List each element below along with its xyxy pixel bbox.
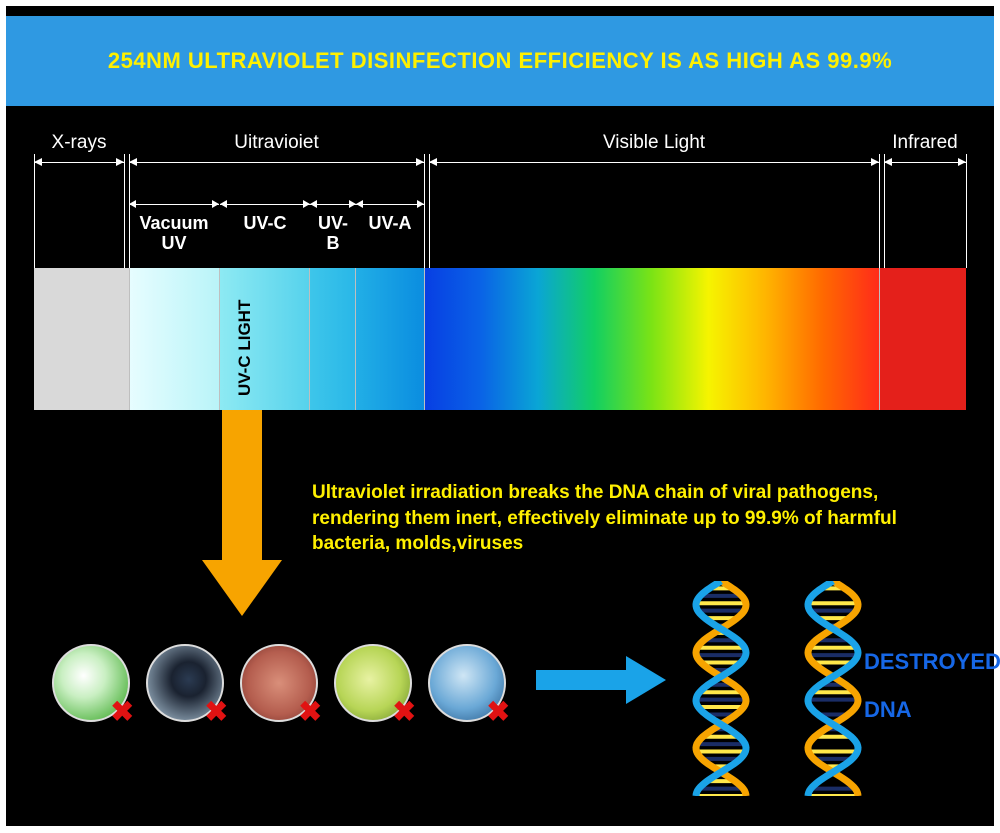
description-text: Ultraviolet irradiation breaks the DNA c… <box>312 480 932 557</box>
spectrum-bar: UV-C LIGHT <box>34 268 966 410</box>
spectrum-top-labels: X-rays Uitravioiet Visible Light Infrared <box>34 128 966 172</box>
arrow-shaft <box>536 670 626 690</box>
spectrum-region-label: Infrared <box>892 132 957 154</box>
spectrum-region-label: X-rays <box>52 132 107 154</box>
spectrum-sub-labels: VacuumUVUV-CUV-BUV-A <box>34 178 966 258</box>
arrow-head-icon <box>202 560 282 616</box>
dna-label-line2: DNA <box>864 686 1000 734</box>
arrow-shaft <box>222 410 262 560</box>
spectrum-segment: UV-C LIGHT <box>219 268 309 410</box>
x-mark-icon: ✖ <box>111 698 134 726</box>
spectrum-segment <box>129 268 219 410</box>
infographic-canvas: 254NM ULTRAVIOLET DISINFECTION EFFICIENC… <box>6 6 994 826</box>
spectrum-region-label: Uitravioiet <box>234 132 318 154</box>
x-mark-icon: ✖ <box>487 698 510 726</box>
dna-helix-icon <box>686 581 756 796</box>
x-mark-icon: ✖ <box>393 698 416 726</box>
pathogen-circle: ✖ <box>428 644 506 722</box>
headline-text: 254NM ULTRAVIOLET DISINFECTION EFFICIENC… <box>108 48 892 74</box>
uvc-light-label: UV-C LIGHT <box>235 300 255 396</box>
spectrum-segment <box>34 268 129 410</box>
pathogen-row: ✖✖✖✖✖ <box>52 644 506 722</box>
pathogen-circle: ✖ <box>52 644 130 722</box>
uv-subband-label: UV-B <box>310 214 356 254</box>
spectrum-region-label: Visible Light <box>603 132 705 154</box>
spectrum-segment <box>424 268 879 410</box>
uv-subband-label: UV-A <box>356 214 424 234</box>
pathogen-circle: ✖ <box>146 644 224 722</box>
dna-label-line1: DESTROYED <box>864 638 1000 686</box>
headline-banner: 254NM ULTRAVIOLET DISINFECTION EFFICIENC… <box>6 16 994 106</box>
pathogen-circle: ✖ <box>334 644 412 722</box>
spectrum-segment <box>309 268 355 410</box>
spectrum-segment <box>355 268 424 410</box>
arrow-head-icon <box>626 656 666 704</box>
pathogen-circle: ✖ <box>240 644 318 722</box>
x-mark-icon: ✖ <box>299 698 322 726</box>
uv-subband-label: UV-C <box>220 214 310 234</box>
spectrum-segment <box>879 268 966 410</box>
dna-helix-group <box>686 581 868 796</box>
x-mark-icon: ✖ <box>205 698 228 726</box>
destroyed-dna-label: DESTROYED DNA <box>864 638 1000 735</box>
dna-helix-icon <box>798 581 868 796</box>
uv-subband-label: VacuumUV <box>129 214 219 254</box>
